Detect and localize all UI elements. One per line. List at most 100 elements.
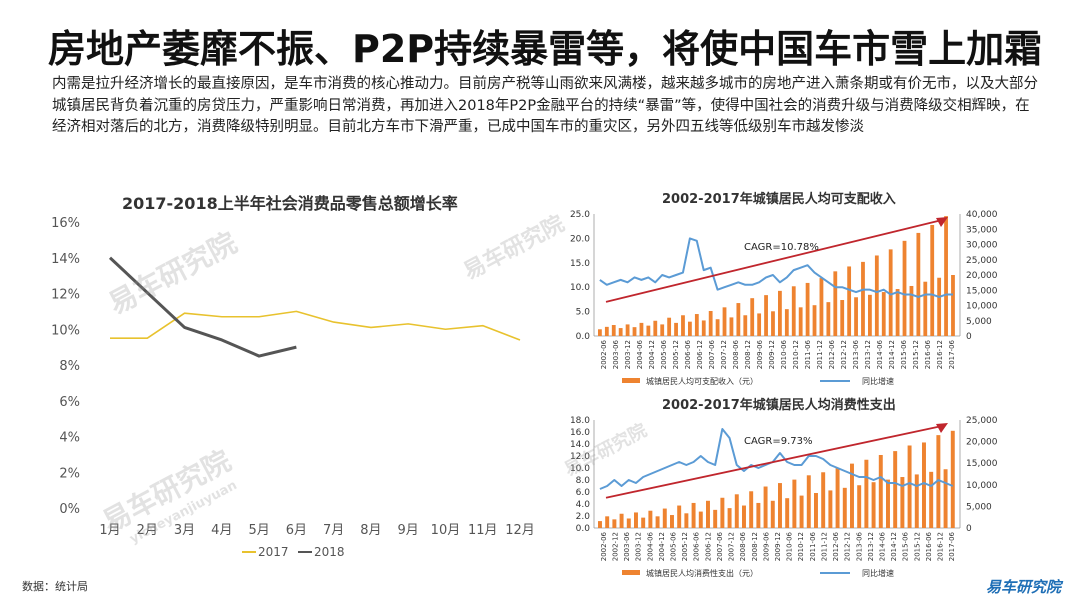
- right-tick-label: 15,000: [966, 286, 998, 296]
- y-tick-label: 2%: [59, 466, 80, 481]
- right-tick-label: 10,000: [966, 302, 998, 312]
- bar: [653, 320, 658, 336]
- brand-logo: 易车研究院: [986, 578, 1062, 596]
- trend-arrow-head: [936, 217, 948, 227]
- chart2-title: 2002-2017年城镇居民人均可支配收入: [662, 192, 896, 207]
- x-tick-label: 2007-06: [708, 339, 716, 369]
- bar: [756, 502, 761, 528]
- bar: [842, 487, 847, 528]
- legend-label: 2018: [314, 545, 345, 559]
- x-tick-label: 11月: [468, 523, 498, 538]
- right-tick-label: 25,000: [966, 416, 998, 426]
- x-tick-label: 2012-12: [844, 532, 852, 561]
- bar: [900, 477, 905, 528]
- bar: [778, 483, 782, 528]
- bar: [662, 508, 667, 528]
- bar: [619, 513, 624, 528]
- y-tick-label: 4%: [59, 431, 80, 446]
- bar: [922, 442, 926, 528]
- x-tick-label: 2011-06: [804, 339, 812, 369]
- x-tick-label: 2012-12: [840, 340, 848, 369]
- bar: [881, 292, 886, 336]
- bar: [771, 311, 775, 336]
- x-tick-label: 2003-06: [623, 531, 631, 561]
- bar: [878, 454, 883, 528]
- data-source: 数据：统计局: [22, 580, 88, 593]
- x-tick-label: 2013-12: [867, 532, 875, 561]
- bar: [749, 491, 754, 528]
- x-tick-label: 6月: [286, 523, 307, 538]
- x-tick-label: 2017-06: [948, 531, 956, 561]
- bar: [784, 309, 789, 336]
- bar: [713, 509, 718, 528]
- x-tick-label: 2010-12: [797, 532, 805, 561]
- x-tick-label: 2006-06: [693, 531, 701, 561]
- bar: [750, 298, 755, 336]
- x-tick-label: 2014-12: [890, 532, 898, 561]
- bar: [598, 521, 602, 528]
- bar: [694, 314, 699, 336]
- x-tick-label: 7月: [323, 523, 344, 538]
- bar: [691, 502, 696, 528]
- right-tick-label: 0: [966, 332, 972, 342]
- chart2-disposable-income: 0.0 5.0 10.0 15.0 20.0 25.0 0 5,000 10,000 15,000…: [570, 210, 998, 386]
- x-tick-label: 10月: [431, 523, 461, 538]
- right-tick-label: 20,000: [966, 271, 998, 281]
- bar: [660, 324, 665, 336]
- x-tick-label: 2005-06: [669, 531, 677, 561]
- x-tick-label: 2010-06: [780, 339, 788, 369]
- bar: [950, 430, 955, 528]
- bar: [604, 326, 609, 336]
- bar: [655, 516, 660, 528]
- bar: [670, 515, 674, 528]
- series-line-2017: [110, 310, 521, 341]
- bar: [871, 482, 876, 528]
- x-tick-label: 2012-06: [828, 339, 836, 369]
- x-tick-label: 2011-12: [816, 340, 824, 369]
- x-tick-label: 2003-06: [612, 339, 620, 369]
- bar: [847, 266, 852, 336]
- bar: [641, 517, 646, 528]
- x-tick-label: 2016-12: [936, 340, 944, 369]
- x-tick-label: 2009-06: [762, 531, 770, 561]
- bar: [798, 307, 803, 336]
- x-tick-label: 2016-06: [924, 339, 932, 369]
- bar: [667, 317, 672, 336]
- bar: [806, 475, 811, 528]
- bar: [764, 295, 768, 336]
- right-tick-label: 10,000: [966, 481, 998, 491]
- bar: [874, 255, 879, 336]
- x-tick-label: 2002-12: [611, 532, 619, 561]
- bar: [720, 497, 725, 528]
- bar: [930, 224, 935, 336]
- bar: [674, 322, 678, 336]
- right-tick-label: 0: [966, 524, 972, 534]
- x-tick-label: 2007-06: [716, 531, 724, 561]
- bar: [868, 294, 872, 336]
- legend-label-growth: 同比增速: [862, 376, 894, 386]
- bar: [698, 511, 703, 528]
- x-tick-label: 8月: [360, 523, 381, 538]
- x-tick-label: 2015-12: [913, 532, 921, 561]
- x-tick-label: 2006-12: [704, 532, 712, 561]
- bar: [937, 277, 942, 336]
- bar: [743, 315, 748, 336]
- cagr-annotation: CAGR=10.78%: [744, 242, 819, 253]
- bar: [634, 512, 638, 528]
- x-tick-label: 2006-12: [696, 340, 704, 369]
- bar: [727, 508, 732, 528]
- right-tick-label: 40,000: [966, 210, 998, 220]
- bar: [734, 494, 739, 528]
- x-tick-label: 2013-06: [852, 339, 860, 369]
- bar: [611, 325, 616, 336]
- x-tick-label: 2017-06: [948, 339, 956, 369]
- x-tick-label: 2010-06: [786, 531, 794, 561]
- bar: [708, 310, 713, 336]
- left-tick-label: 8.0: [576, 476, 591, 486]
- bar: [814, 493, 818, 528]
- right-tick-label: 5,000: [966, 317, 992, 327]
- bar: [886, 479, 890, 528]
- bar: [923, 281, 928, 336]
- bar: [791, 286, 796, 336]
- bar: [618, 328, 623, 336]
